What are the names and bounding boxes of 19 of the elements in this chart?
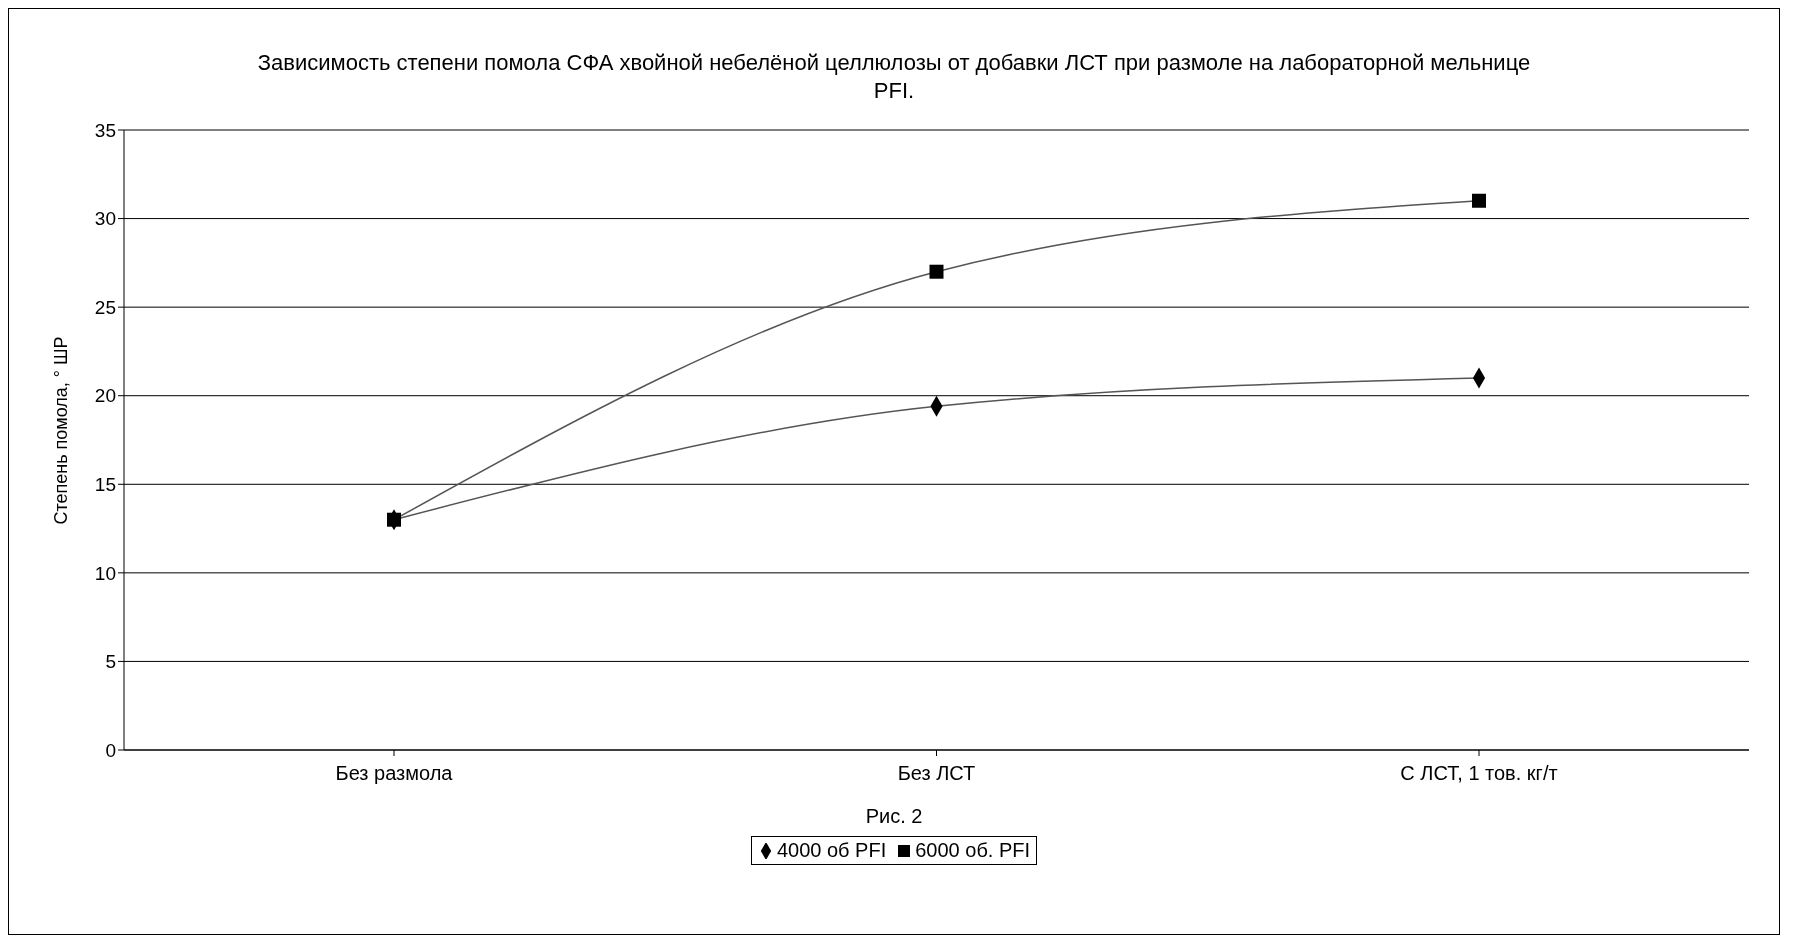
point xyxy=(929,264,944,279)
point xyxy=(1472,193,1486,208)
chart-title: Зависимость степени помола СФА хвойной небелёной целлюлозы от добавки ЛСТ при размоле на лабораторной мельнице PFI. xyxy=(256,49,1532,105)
y-axis-title: Степень помола, ° ШР xyxy=(50,335,72,525)
y-tick-label: 10 xyxy=(94,562,116,584)
y-tick-label: 35 xyxy=(94,119,116,141)
x-tick-label: Без размола xyxy=(335,762,454,785)
legend-label: 6000 об. PFI xyxy=(915,839,1031,862)
y-tick-label: 15 xyxy=(94,474,116,496)
point xyxy=(387,512,401,527)
y-tick-label: 30 xyxy=(94,208,116,230)
y-tick-label: 25 xyxy=(94,296,116,318)
legend-label: 4000 об PFI xyxy=(776,839,887,862)
x-axis-title: Рис. 2 xyxy=(864,805,924,828)
y-tick-label: 0 xyxy=(105,739,116,761)
x-tick-label: Без ЛСТ xyxy=(897,762,976,785)
y-tick-label: 20 xyxy=(94,385,116,407)
y-tick-label: 5 xyxy=(105,651,116,673)
x-tick-label: С ЛСТ, 1 тов. кг/т xyxy=(1400,762,1558,785)
